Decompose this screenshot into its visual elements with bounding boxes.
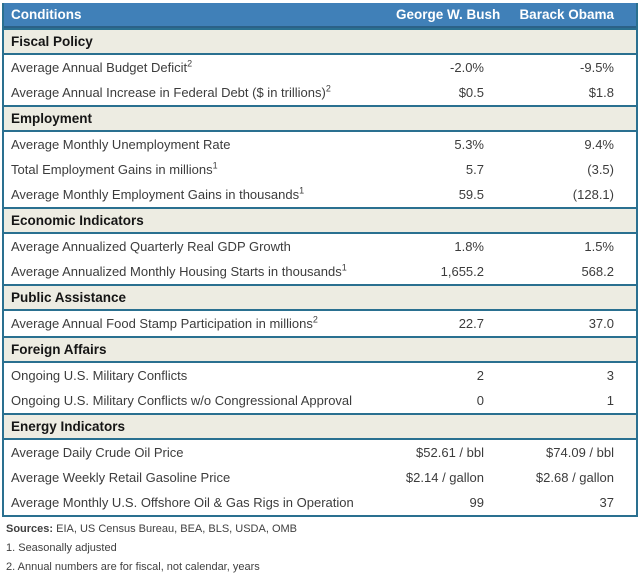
row-label-text: Average Monthly Unemployment Rate <box>11 137 231 152</box>
table-row: Average Monthly Unemployment Rate 5.3% 9.4… <box>4 132 636 157</box>
sources-label: Sources: <box>6 523 54 535</box>
section-title: Public Assistance <box>4 284 636 311</box>
row-label: Average Monthly Employment Gains in thou… <box>4 185 396 202</box>
table-row: Average Annual Budget Deficit2 -2.0% -9.5% <box>4 55 636 80</box>
table-row: Ongoing U.S. Military Conflicts 2 3 <box>4 363 636 388</box>
row-label-text: Average Annual Budget Deficit <box>11 60 188 75</box>
bush-value: 0 <box>476 393 484 408</box>
bush-value: 2 <box>476 368 484 383</box>
footnote: 1. Seasonally adjusted <box>6 542 117 554</box>
bush-value: 59.5 <box>458 187 484 202</box>
table-row: Average Annual Increase in Federal Debt … <box>4 80 636 105</box>
row-label: Average Weekly Retail Gasoline Price <box>4 470 396 485</box>
table-row: Average Annualized Quarterly Real GDP Gr… <box>4 234 636 259</box>
obama-value: (3.5) <box>587 162 614 177</box>
obama-value: -9.5% <box>580 60 614 75</box>
obama-value: $74.09 / bbl <box>546 445 614 460</box>
table-row: Average Daily Crude Oil Price $52.61 / bb… <box>4 440 636 465</box>
table-row: Total Employment Gains in millions1 5.7 (3… <box>4 157 636 182</box>
row-label: Ongoing U.S. Military Conflicts w/o Cong… <box>4 393 396 408</box>
row-label: Average Monthly Unemployment Rate <box>4 137 396 152</box>
footnote-marker: 2 <box>312 314 318 325</box>
bush-value: 5.3% <box>454 137 484 152</box>
sources-list: EIA, US Census Bureau, BEA, BLS, USDA, O… <box>53 523 298 535</box>
footnote-marker: 2 <box>325 83 331 94</box>
section-title: Fiscal Policy <box>4 28 636 55</box>
row-label-text: Average Annual Food Stamp Participation … <box>11 316 313 331</box>
bush-value: -2.0% <box>450 60 484 75</box>
row-label: Ongoing U.S. Military Conflicts <box>4 368 396 383</box>
notes: 1. Seasonally adjusted 2. Annual numbers … <box>6 542 638 574</box>
row-label-text: Average Annualized Monthly Housing Start… <box>11 264 342 279</box>
row-label: Average Monthly U.S. Offshore Oil & Gas … <box>4 495 396 510</box>
row-label: Average Daily Crude Oil Price <box>4 445 396 460</box>
bush-value: $2.14 / gallon <box>405 470 484 485</box>
section-title: Economic Indicators <box>4 207 636 234</box>
row-label: Average Annualized Monthly Housing Start… <box>4 262 396 279</box>
bush-value: $0.5 <box>458 85 484 100</box>
obama-value: 37 <box>599 495 614 510</box>
table-row: Average Weekly Retail Gasoline Price $2.1… <box>4 465 636 490</box>
bush-value: $52.61 / bbl <box>416 445 484 460</box>
bush-value: 5.7 <box>465 162 484 177</box>
row-label: Average Annual Budget Deficit2 <box>4 58 396 75</box>
obama-value: 9.4% <box>584 137 614 152</box>
row-label-text: Average Weekly Retail Gasoline Price <box>11 470 231 485</box>
footnote-marker: 1 <box>341 262 347 273</box>
row-label: Average Annual Food Stamp Participation … <box>4 314 396 331</box>
column-header-george-w-bush: George W. Bush <box>396 7 501 22</box>
bush-value: 99 <box>469 495 484 510</box>
row-label: Total Employment Gains in millions1 <box>4 160 396 177</box>
obama-value: 37.0 <box>588 316 614 331</box>
obama-value: (128.1) <box>572 187 614 202</box>
table-row: Ongoing U.S. Military Conflicts w/o Cong… <box>4 388 636 413</box>
bush-value: 1.8% <box>454 239 484 254</box>
obama-value: 3 <box>606 368 614 383</box>
sources-line: Sources: EIA, US Census Bureau, BEA, BLS… <box>6 523 638 536</box>
section-title: Energy Indicators <box>4 413 636 440</box>
row-label: Average Annualized Quarterly Real GDP Gr… <box>4 239 396 254</box>
obama-value: 568.2 <box>581 264 614 279</box>
table-footnotes: Sources: EIA, US Census Bureau, BEA, BLS… <box>2 517 638 574</box>
footnote-marker: 2 <box>187 58 193 69</box>
column-header-conditions: Conditions <box>11 7 82 22</box>
row-label-text: Ongoing U.S. Military Conflicts w/o Cong… <box>11 393 353 408</box>
row-label-text: Total Employment Gains in millions <box>11 162 213 177</box>
row-label-text: Average Monthly U.S. Offshore Oil & Gas … <box>11 495 354 510</box>
footnote-marker: 1 <box>212 160 218 171</box>
row-label: Average Annual Increase in Federal Debt … <box>4 83 396 100</box>
row-label-text: Average Monthly Employment Gains in thou… <box>11 187 300 202</box>
footnote-marker: 1 <box>299 185 305 196</box>
table-row: Average Annualized Monthly Housing Start… <box>4 259 636 284</box>
table-body: Fiscal Policy Average Annual Budget Defic… <box>4 28 636 515</box>
row-label-text: Average Annual Increase in Federal Debt … <box>11 85 326 100</box>
table-header-row: Conditions George W. Bush Barack Obama <box>4 3 636 28</box>
column-header-barack-obama: Barack Obama <box>519 7 614 22</box>
bush-value: 22.7 <box>458 316 484 331</box>
row-label-text: Average Daily Crude Oil Price <box>11 445 184 460</box>
section-title: Employment <box>4 105 636 132</box>
table-row: Average Monthly Employment Gains in thou… <box>4 182 636 207</box>
table-row: Average Annual Food Stamp Participation … <box>4 311 636 336</box>
obama-value: $1.8 <box>588 85 614 100</box>
section-title: Foreign Affairs <box>4 336 636 363</box>
table-row: Average Monthly U.S. Offshore Oil & Gas … <box>4 490 636 515</box>
obama-value: $2.68 / gallon <box>535 470 614 485</box>
obama-value: 1 <box>606 393 614 408</box>
row-label-text: Average Annualized Quarterly Real GDP Gr… <box>11 239 291 254</box>
conditions-table: Conditions George W. Bush Barack Obama F… <box>2 3 638 517</box>
row-label-text: Ongoing U.S. Military Conflicts <box>11 368 188 383</box>
bush-value: 1,655.2 <box>440 264 484 279</box>
obama-value: 1.5% <box>584 239 614 254</box>
